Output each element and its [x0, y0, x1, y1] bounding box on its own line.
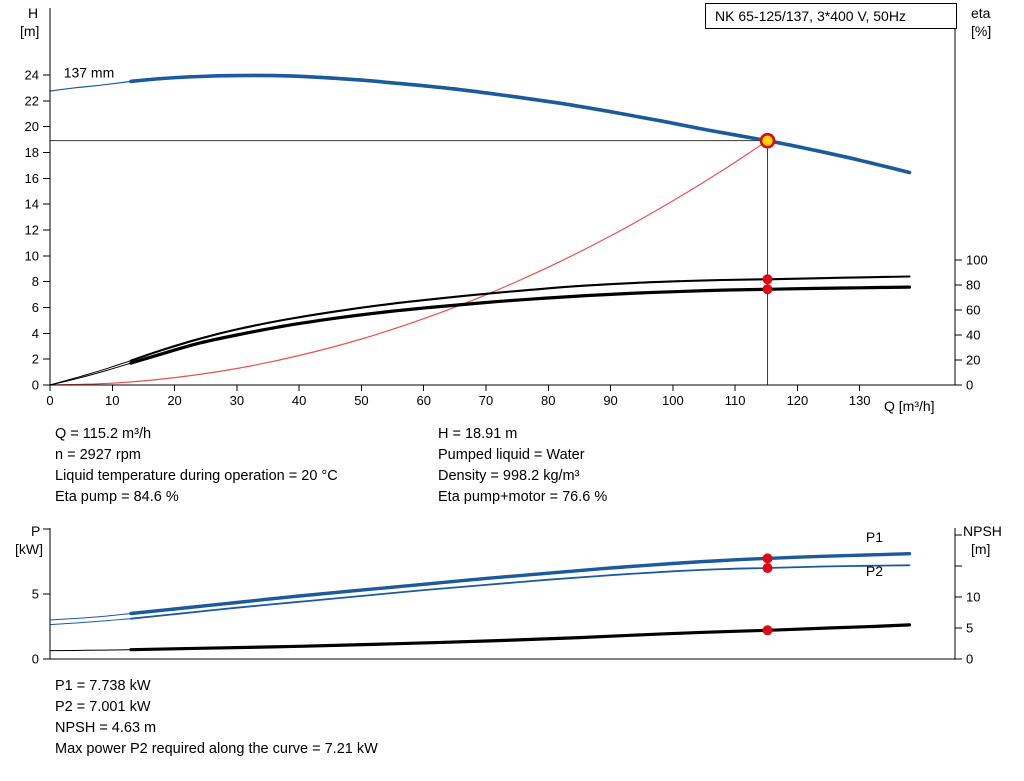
y-tick-label: 100 [966, 253, 988, 268]
y-tick-label: 80 [966, 278, 980, 293]
npsh-axis-label: NPSH [963, 523, 1002, 539]
info-flow: Q = 115.2 m³/h [55, 426, 152, 442]
y-tick-label: 14 [25, 197, 39, 212]
p1-duty-dot [762, 553, 773, 564]
y-tick-label: 8 [32, 274, 39, 289]
npsh-curve-lead [49, 649, 132, 652]
x-tick-label: 90 [603, 393, 617, 408]
h-axis-label: H [28, 5, 39, 21]
x-tick-label: 40 [292, 393, 306, 408]
p-axis-label: P [31, 523, 41, 539]
x-tick-label: 0 [46, 393, 53, 408]
eta-pump-motor-curve-lead [49, 362, 132, 386]
y-tick-label: 24 [25, 67, 39, 82]
x-tick-label: 130 [849, 393, 871, 408]
y-tick-label: 4 [32, 326, 39, 341]
y-tick-label: 0 [966, 378, 973, 393]
y-tick-label: 16 [25, 171, 39, 186]
info-p1: P1 = 7.738 kW [55, 678, 151, 694]
x-tick-label: 60 [416, 393, 430, 408]
info-eta-pump: Eta pump = 84.6 % [55, 489, 179, 505]
duty-point-marker [759, 132, 776, 149]
power-npsh-chart: 0 5 0 5 10 P1 P2 [32, 528, 980, 667]
duty-info-left: Q = 115.2 m³/h n = 2927 rpm Liquid tempe… [55, 424, 338, 508]
p2-curve-lead [49, 618, 132, 626]
npsh-curve [129, 623, 912, 652]
head-curve-lead [49, 80, 132, 92]
x-tick-label: 100 [662, 393, 684, 408]
y-tick-label: 5 [32, 587, 39, 602]
eta-pump-motor-duty-dot [762, 284, 773, 295]
x-tick-label: 20 [167, 393, 181, 408]
info-eta-pump-motor: Eta pump+motor = 76.6 % [438, 489, 608, 505]
p2-duty-dot [762, 563, 773, 574]
y-tick-label: 22 [25, 93, 39, 108]
eta-axis-label: eta [971, 5, 991, 21]
p1-label: P1 [866, 529, 883, 545]
p1-curve-lead [49, 613, 132, 621]
info-head: H = 18.91 m [438, 426, 518, 442]
info-temperature: Liquid temperature during operation = 20… [55, 468, 338, 484]
system-curve [49, 140, 769, 386]
eta-pump-curve-lead [49, 360, 132, 386]
y-tick-label: 0 [32, 652, 39, 667]
y-tick-label: 12 [25, 222, 39, 237]
y-tick-label: 2 [32, 352, 39, 367]
q-axis-label: Q [m³/h] [884, 398, 935, 414]
info-speed: n = 2927 rpm [55, 447, 141, 463]
x-tick-label: 80 [541, 393, 555, 408]
p-axis-unit-label: [kW] [15, 541, 43, 557]
npsh-duty-dot [762, 625, 773, 636]
x-tick-label: 50 [354, 393, 368, 408]
y-tick-label: 40 [966, 328, 980, 343]
x-tick-label: 10 [105, 393, 119, 408]
p1-curve [129, 552, 912, 616]
x-tick-label: 30 [230, 393, 244, 408]
duty-info-right: H = 18.91 m Pumped liquid = Water Densit… [438, 424, 607, 508]
p2-curve [130, 564, 911, 620]
p2-label: P2 [866, 563, 883, 579]
info-p2: P2 = 7.001 kW [55, 699, 151, 715]
y-tick-label: 10 [966, 590, 980, 605]
y-tick-label: 20 [966, 353, 980, 368]
y-tick-label: 18 [25, 145, 39, 160]
y-tick-label: 5 [966, 621, 973, 636]
eta-axis-unit-label: [%] [971, 23, 992, 39]
y-tick-label: 20 [25, 119, 39, 134]
y-tick-label: 6 [32, 300, 39, 315]
impeller-diameter-label: 137 mm [64, 65, 115, 81]
eta-pump-motor-curve [129, 285, 912, 365]
pump-title: NK 65-125/137, 3*400 V, 50Hz [715, 8, 906, 24]
y-tick-label: 10 [25, 248, 39, 263]
eta-pump-duty-dot [762, 274, 773, 285]
info-density: Density = 998.2 kg/m³ [438, 468, 580, 484]
x-tick-label: 70 [479, 393, 493, 408]
npsh-axis-unit-label: [m] [971, 541, 991, 557]
head-efficiency-chart: 0 10 20 30 40 50 60 70 80 90 100 110 120 130024681012… [25, 8, 988, 408]
y-tick-label: 0 [32, 378, 39, 393]
info-liquid: Pumped liquid = Water [438, 447, 585, 463]
h-axis-unit-label: [m] [20, 23, 40, 39]
x-tick-label: 110 [725, 393, 746, 408]
head-curve [129, 73, 912, 175]
y-tick-label: 60 [966, 303, 980, 318]
y-tick-label: 0 [966, 652, 973, 667]
power-info-block: P1 = 7.738 kW P2 = 7.001 kW NPSH = 4.63 … [55, 676, 378, 760]
pump-title-box: NK 65-125/137, 3*400 V, 50Hz [705, 3, 957, 29]
info-npsh: NPSH = 4.63 m [55, 720, 157, 736]
info-max-power: Max power P2 required along the curve = … [55, 741, 378, 757]
x-tick-label: 120 [787, 393, 809, 408]
